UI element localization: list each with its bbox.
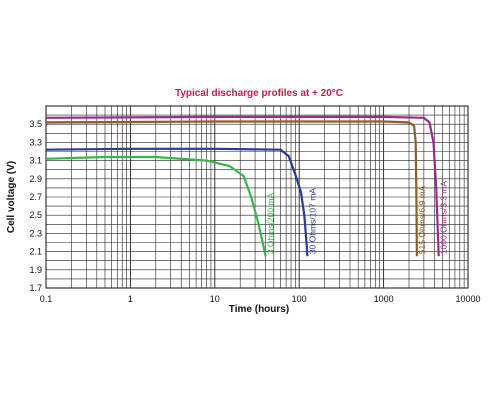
y-tick-label: 3.5 [29,119,42,129]
y-tick-label: 2.7 [29,192,42,202]
y-tick-label: 2.1 [29,247,42,257]
x-tick-label: 10 [210,294,220,304]
x-tick-label: 1 [128,294,133,304]
y-tick-label: 1.9 [29,265,42,275]
y-axis-label: Cell voltage (V) [6,161,17,233]
series-line-3 [45,120,418,257]
y-tick-label: 3.3 [29,137,42,147]
chart-title: Typical discharge profiles at + 20°C [175,88,343,99]
series-label-3: 515 Ohms/6.9 mA [417,185,427,254]
series-layer: 3 Ohms/200 mA 30 Ohms/107 mA 515 Ohms/6.9 … [45,115,449,257]
series-label-1: 3 Ohms/200 mA [266,192,276,254]
y-tick-label: 2.5 [29,210,42,220]
series-label-4: 1000 Ohms/3.3 mA [439,181,449,255]
y-tick-label: 2.9 [29,174,42,184]
tick-labels: 0.1 1 10 100 1000 10000 1.7 1.9 2.1 2.3 2.5 2.7 2.9 3… [29,119,480,304]
series-line-2 [45,147,309,257]
x-tick-label: 10000 [455,294,480,304]
series-line-1 [45,155,267,257]
series-line-4 [45,115,440,257]
y-tick-label: 3.1 [29,156,42,166]
x-tick-label: 1000 [374,294,394,304]
x-tick-label: 100 [292,294,307,304]
x-tick-label: 0.1 [40,294,53,304]
series-label-2: 30 Ohms/107 mA [307,188,317,254]
x-axis-label: Time (hours) [229,304,289,315]
grid-lines [46,106,468,288]
y-tick-label: 2.3 [29,228,42,238]
y-tick-label: 1.7 [29,283,42,293]
